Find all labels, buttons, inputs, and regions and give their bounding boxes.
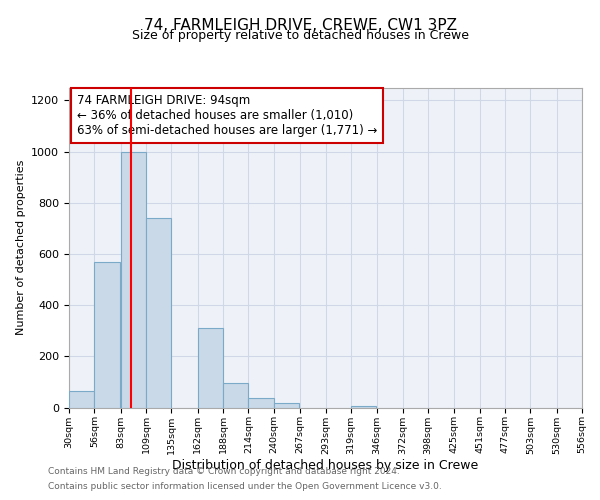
Bar xyxy=(146,218,172,408)
X-axis label: Distribution of detached houses by size in Crewe: Distribution of detached houses by size … xyxy=(172,459,479,472)
Y-axis label: Number of detached properties: Number of detached properties xyxy=(16,160,26,335)
Bar xyxy=(351,406,376,407)
Bar xyxy=(248,398,274,407)
Text: Contains public sector information licensed under the Open Government Licence v3: Contains public sector information licen… xyxy=(48,482,442,491)
Text: 74, FARMLEIGH DRIVE, CREWE, CW1 3PZ: 74, FARMLEIGH DRIVE, CREWE, CW1 3PZ xyxy=(143,18,457,32)
Bar xyxy=(223,383,248,407)
Bar xyxy=(121,152,146,408)
Text: Size of property relative to detached houses in Crewe: Size of property relative to detached ho… xyxy=(131,29,469,42)
Text: 74 FARMLEIGH DRIVE: 94sqm
← 36% of detached houses are smaller (1,010)
63% of se: 74 FARMLEIGH DRIVE: 94sqm ← 36% of detac… xyxy=(77,94,377,137)
Bar xyxy=(94,262,120,408)
Bar xyxy=(274,403,299,407)
Text: Contains HM Land Registry data © Crown copyright and database right 2024.: Contains HM Land Registry data © Crown c… xyxy=(48,467,400,476)
Bar xyxy=(69,391,94,407)
Bar xyxy=(198,328,223,407)
